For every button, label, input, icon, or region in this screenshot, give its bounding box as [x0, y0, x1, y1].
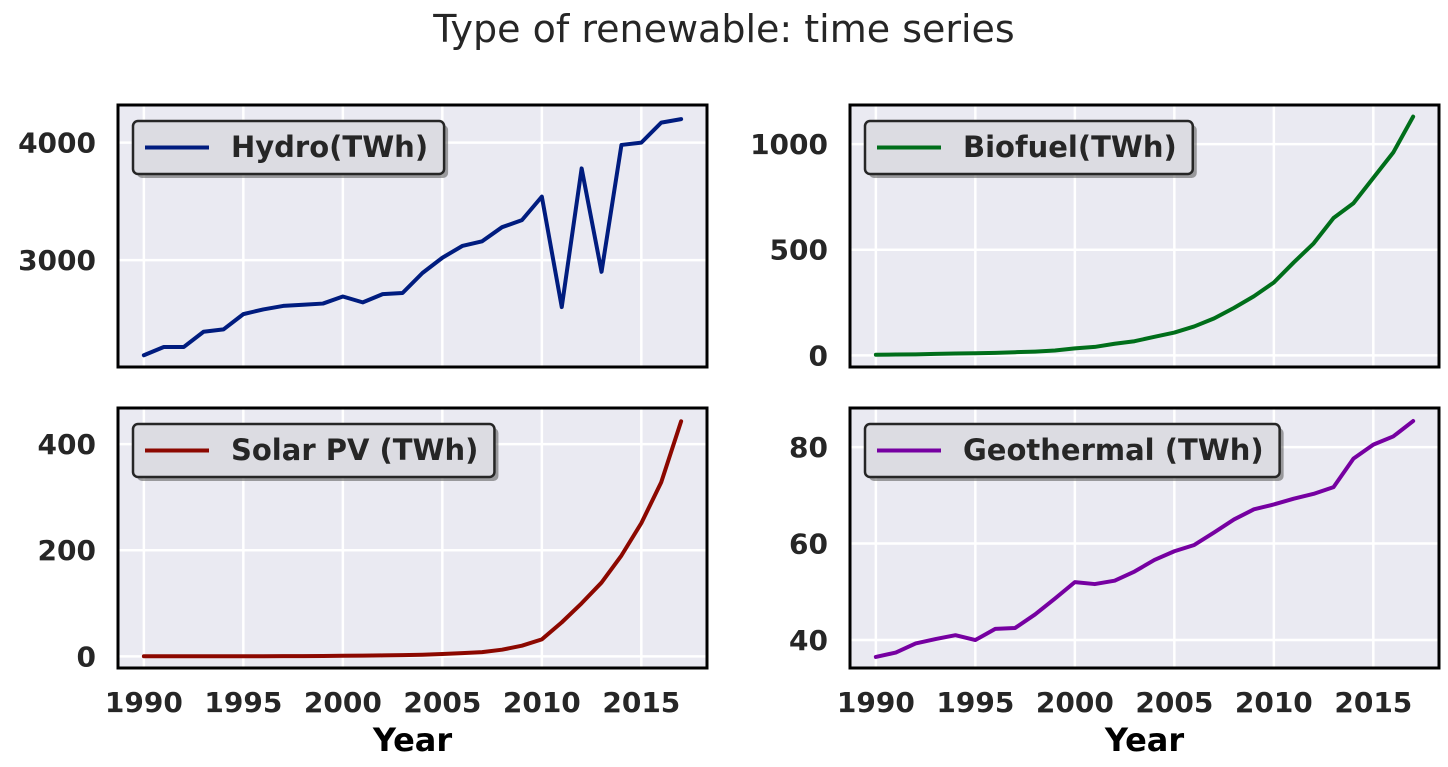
- x-tick-label: 2010: [1235, 686, 1313, 719]
- y-tick-label: 1000: [750, 128, 828, 161]
- subplot-biofuel-twh: 0 500 1000 Biofuel(TWh): [750, 103, 1441, 372]
- axes-frame: [116, 406, 709, 670]
- subplot-hydro-twh: 3000 4000 Hydro(TWh): [18, 103, 709, 369]
- series-line-hydro-twh: [141, 117, 684, 358]
- y-tick-label: 4000: [18, 127, 96, 160]
- x-tick-label: 2010: [503, 686, 581, 719]
- legend: Biofuel(TWh): [863, 119, 1197, 178]
- y-tick-label: 0: [809, 339, 828, 372]
- x-tick-label: 1990: [837, 686, 915, 719]
- x-tick-label: 2000: [1036, 686, 1114, 719]
- subplot-solar-pv-twh: 0 200 400 1990 1995 2000 2005 2010 2015 Year Solar…: [38, 406, 709, 759]
- legend: Solar PV (TWh): [131, 422, 499, 481]
- x-tick-label: 1990: [105, 686, 183, 719]
- figure-title: Type of renewable: time series: [432, 7, 1014, 51]
- legend: Geothermal (TWh): [863, 422, 1284, 481]
- series-line-biofuel-twh: [873, 114, 1416, 357]
- legend-box: [863, 422, 1281, 479]
- axes-frame: [848, 406, 1441, 670]
- legend-label: Biofuel(TWh): [963, 130, 1177, 164]
- y-tick-label: 200: [38, 534, 96, 567]
- y-tick-label: 60: [789, 528, 828, 561]
- y-tick-label: 3000: [18, 244, 96, 277]
- subplots-grid: 3000 4000 Hydro(TWh) 0 500 1000 Biofuel(TWh) 0 2…: [18, 103, 1441, 759]
- x-axis-label: Year: [372, 721, 453, 759]
- x-tick-label: 1995: [936, 686, 1014, 719]
- y-tick-label: 0: [77, 640, 96, 673]
- legend-label: Hydro(TWh): [231, 130, 428, 164]
- series-line-geothermal-twh: [873, 419, 1416, 659]
- x-tick-label: 1995: [204, 686, 282, 719]
- y-tick-label: 500: [770, 234, 828, 267]
- axes-frame: [848, 103, 1441, 369]
- legend-label: Geothermal (TWh): [963, 433, 1264, 467]
- x-tick-label: 2005: [1135, 686, 1213, 719]
- x-tick-label: 2015: [1334, 686, 1412, 719]
- legend-label: Solar PV (TWh): [231, 433, 478, 467]
- x-axis-label: Year: [1104, 721, 1185, 759]
- x-tick-label: 2015: [602, 686, 680, 719]
- series-line-solar-pv-twh: [141, 419, 684, 659]
- legend-box: [131, 422, 496, 479]
- legend-box: [863, 119, 1195, 176]
- legend: Hydro(TWh): [131, 119, 449, 178]
- legend-box: [131, 119, 446, 176]
- y-tick-label: 40: [789, 624, 828, 657]
- x-tick-label: 2000: [304, 686, 382, 719]
- y-tick-label: 80: [789, 431, 828, 464]
- x-tick-label: 2005: [403, 686, 481, 719]
- y-tick-label: 400: [38, 428, 96, 461]
- subplot-geothermal-twh: 40 60 80 1990 1995 2000 2005 2010 2015 Year Geothe…: [789, 406, 1441, 759]
- axes-frame: [116, 103, 709, 369]
